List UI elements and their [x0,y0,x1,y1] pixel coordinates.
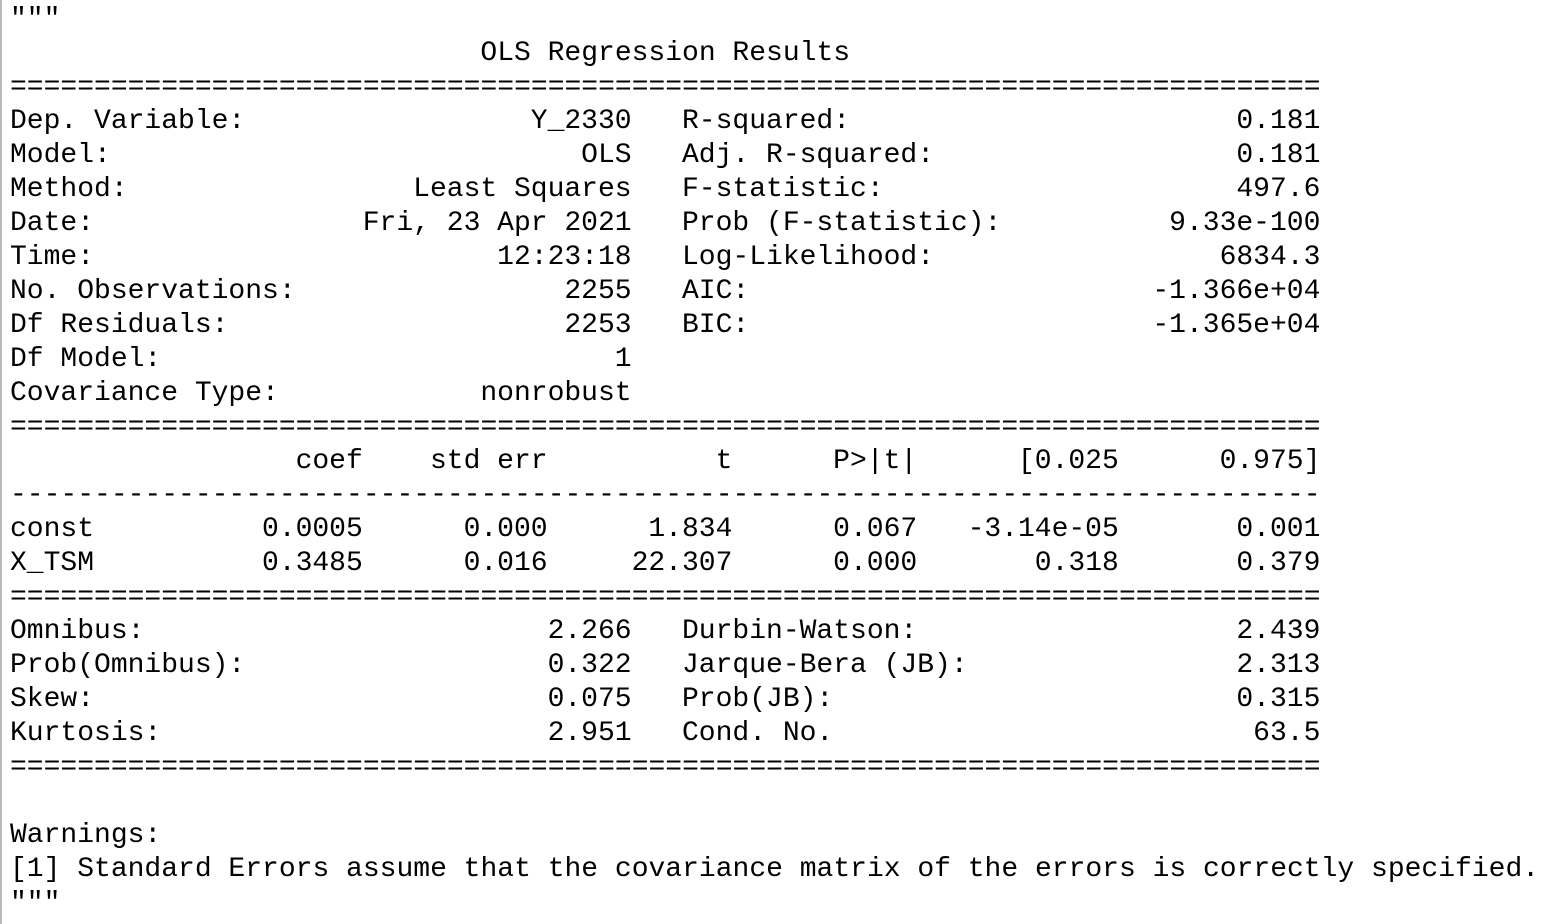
cell-value: 1.834 [648,514,733,545]
diag-label: Prob(Omnibus): [10,650,246,681]
cell-value: 0.0005 [261,514,363,545]
docstring-quote: """ [10,4,61,35]
stat-label: R-squared: [682,106,851,137]
cell-value: 0.000 [833,548,918,579]
info-label: Time: [10,242,95,273]
cell-value: 0.318 [1034,548,1119,579]
diag-value: 2.439 [1236,616,1321,647]
info-value: 12:23:18 [497,242,632,273]
cell-value: 0.067 [833,514,918,545]
info-value: OLS [581,140,632,171]
diag-value: 2.313 [1236,650,1321,681]
window-edge [0,0,2,924]
info-value: Fri, 23 Apr 2021 [362,208,632,239]
diag-value: 63.5 [1253,718,1321,749]
warning-text: [1] Standard Errors assume that the cova… [10,854,1540,885]
diag-value: 0.075 [547,684,632,715]
info-value: Y_2330 [530,106,632,137]
cell-value: 22.307 [631,548,733,579]
stat-value: 497.6 [1236,174,1321,205]
diag-value: 0.322 [547,650,632,681]
cell-value: 0.3485 [261,548,363,579]
info-label: Method: [10,174,128,205]
diag-value: 0.315 [1236,684,1321,715]
stat-label: Adj. R-squared: [682,140,935,171]
table-title: OLS Regression Results [480,38,851,69]
column-header: P>|t| [833,446,918,477]
stat-value: 0.181 [1236,106,1321,137]
double-rule: ========================================… [10,412,1321,443]
cell-value: 0.000 [463,514,548,545]
stat-value: 6834.3 [1219,242,1321,273]
diag-label: Jarque-Bera (JB): [682,650,968,681]
cell-value: -3.14e-05 [967,514,1119,545]
info-value: Least Squares [413,174,632,205]
info-label: Dep. Variable: [10,106,246,137]
column-header: coef [295,446,363,477]
cell-value: 0.016 [463,548,548,579]
row-label: const [10,514,95,545]
stat-value: -1.366e+04 [1152,276,1321,307]
double-rule: ========================================… [10,752,1321,783]
stat-label: Prob (F-statistic): [682,208,1002,239]
cell-value: 0.001 [1236,514,1321,545]
diag-label: Durbin-Watson: [682,616,918,647]
diag-label: Prob(JB): [682,684,834,715]
docstring-quote: """ [10,888,61,919]
info-label: Covariance Type: [10,378,279,409]
stat-label: AIC: [682,276,750,307]
info-value: 2255 [564,276,632,307]
info-label: Df Model: [10,344,162,375]
column-header: 0.975] [1219,446,1321,477]
info-label: Df Residuals: [10,310,229,341]
stat-value: 0.181 [1236,140,1321,171]
info-value: 1 [614,344,632,375]
stat-label: BIC: [682,310,750,341]
info-label: Model: [10,140,111,171]
double-rule: ========================================… [10,72,1321,103]
diag-label: Skew: [10,684,95,715]
column-header: [0.025 [1017,446,1119,477]
stat-value: -1.365e+04 [1152,310,1321,341]
diag-value: 2.266 [547,616,632,647]
column-header: t [715,446,733,477]
stat-label: Log-Likelihood: [682,242,935,273]
info-value: 2253 [564,310,632,341]
info-label: Date: [10,208,95,239]
row-label: X_TSM [10,548,95,579]
diag-label: Omnibus: [10,616,145,647]
column-header: std err [429,446,548,477]
stat-value: 9.33e-100 [1169,208,1321,239]
warnings-title: Warnings: [10,820,162,851]
info-value: nonrobust [480,378,632,409]
info-label: No. Observations: [10,276,296,307]
diag-label: Kurtosis: [10,718,162,749]
stat-label: F-statistic: [682,174,884,205]
double-rule: ========================================… [10,582,1321,613]
cell-value: 0.379 [1236,548,1321,579]
single-rule: ----------------------------------------… [10,480,1321,511]
diag-label: Cond. No. [682,718,834,749]
diag-value: 2.951 [547,718,632,749]
